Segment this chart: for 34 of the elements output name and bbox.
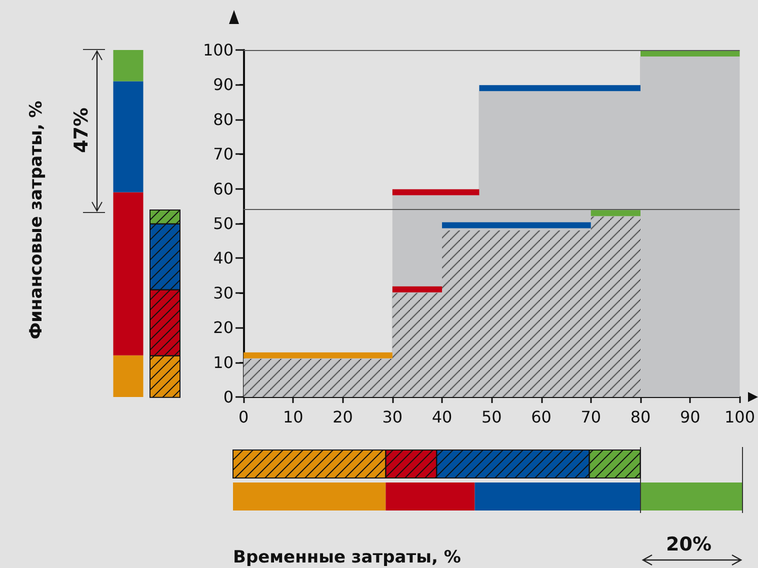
x-tick-label: 80 — [630, 408, 651, 426]
x-tick-label: 100 — [724, 408, 756, 426]
bar — [386, 482, 475, 510]
y-tick-label: 90 — [213, 75, 234, 94]
text: 47% — [70, 108, 92, 153]
y-tick-label: 50 — [213, 214, 234, 233]
y-axis-title: Финансовые затраты, % — [26, 100, 46, 340]
x-tick-label: 0 — [238, 408, 249, 426]
x-axis-title: Временные затраты, % — [233, 548, 461, 568]
x-tick-label: 40 — [432, 408, 452, 426]
y-tick-label: 60 — [213, 179, 234, 198]
y-tick-label: 80 — [213, 110, 234, 129]
x-tick-label: 70 — [580, 408, 602, 426]
y-tick-label: 40 — [213, 248, 234, 268]
bar — [640, 482, 742, 510]
bar — [113, 81, 144, 192]
x-tick-label: 10 — [282, 408, 304, 426]
x-tick-label: 20 — [332, 408, 353, 426]
y-tick-label: 0 — [223, 388, 234, 406]
x-tick-label: 30 — [382, 408, 403, 426]
y-tick-label: 10 — [213, 352, 234, 372]
y-tick-label: 100 — [202, 40, 234, 60]
bar — [474, 482, 640, 510]
text: 20% — [666, 534, 712, 556]
bar — [113, 50, 144, 82]
y-tick-label: 20 — [213, 318, 234, 338]
bar — [233, 482, 386, 510]
x-tick-label: 60 — [531, 408, 552, 426]
x-tick-label: 90 — [680, 408, 700, 426]
y-tick-label: 30 — [213, 283, 234, 302]
bar — [113, 355, 144, 397]
x-tick-label: 50 — [481, 408, 502, 426]
bar — [113, 192, 144, 356]
y-tick-label: 70 — [213, 144, 234, 164]
